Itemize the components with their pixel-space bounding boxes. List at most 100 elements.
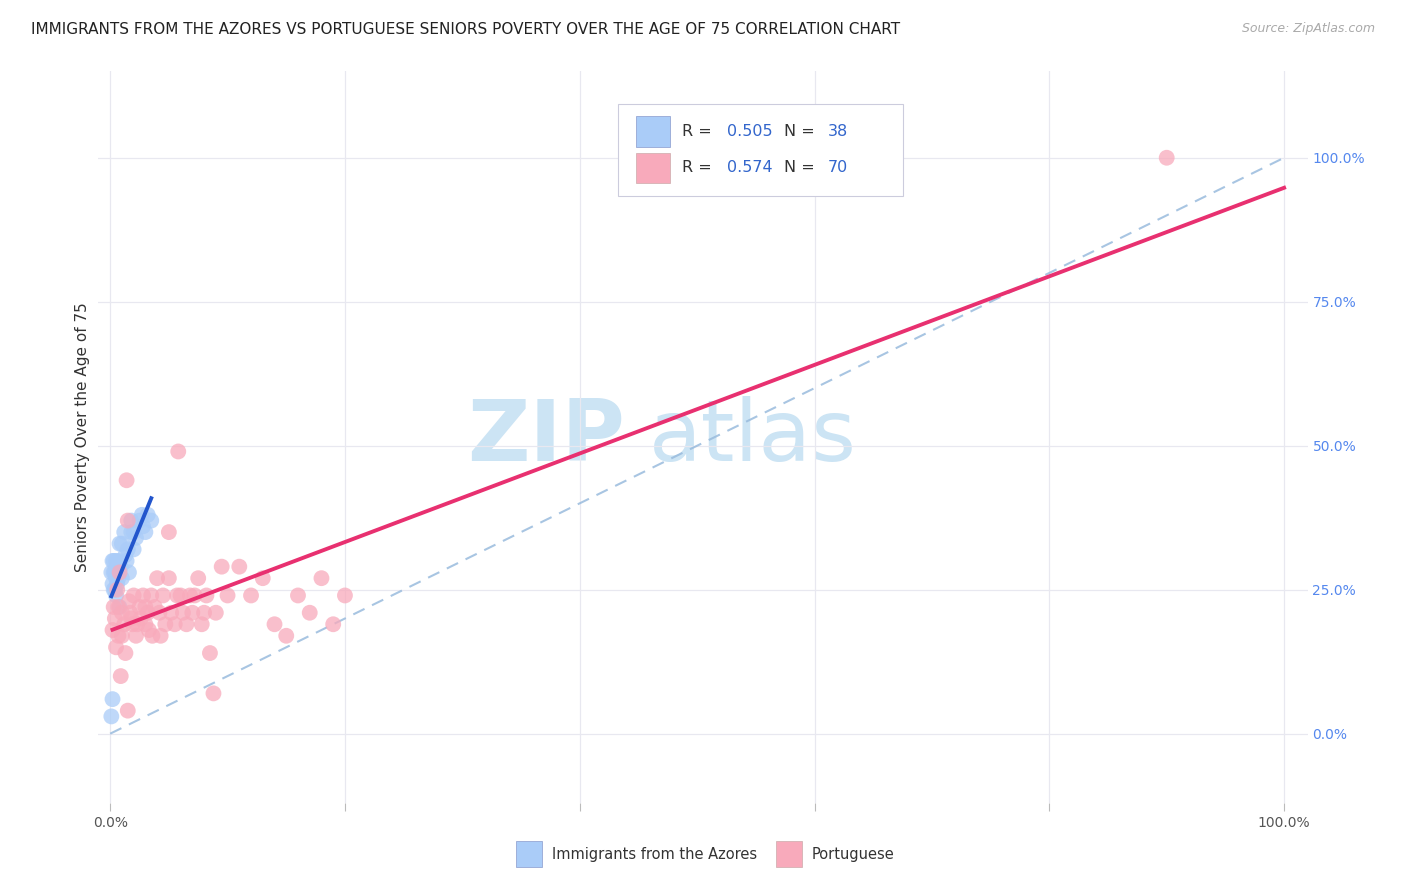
Point [114, 548, 136, 562]
Point [104, 611, 127, 625]
Point [134, 599, 156, 614]
Point [160, 606, 183, 620]
Point [105, 554, 128, 568]
Point [105, 571, 128, 585]
Point [143, 599, 166, 614]
Point [333, 589, 356, 603]
Point [111, 571, 134, 585]
Point [108, 599, 131, 614]
Point [148, 606, 170, 620]
Text: 38: 38 [828, 124, 848, 139]
Text: IMMIGRANTS FROM THE AZORES VS PORTUGUESE SENIORS POVERTY OVER THE AGE OF 75 CORR: IMMIGRANTS FROM THE AZORES VS PORTUGUESE… [31, 22, 900, 37]
Point [141, 589, 163, 603]
Point [240, 589, 263, 603]
Point [107, 599, 129, 614]
Point [131, 508, 153, 522]
Point [134, 617, 156, 632]
Point [118, 594, 141, 608]
Point [163, 617, 186, 632]
Point [276, 629, 298, 643]
Point [104, 582, 127, 597]
FancyBboxPatch shape [637, 116, 671, 146]
Point [107, 554, 129, 568]
Point [134, 525, 156, 540]
Point [103, 566, 125, 580]
Point [120, 525, 142, 540]
Point [298, 606, 321, 620]
Point [157, 571, 180, 585]
Text: 70: 70 [828, 161, 848, 176]
Text: 0.505: 0.505 [727, 124, 773, 139]
Point [100, 709, 122, 723]
Point [152, 589, 174, 603]
Point [141, 629, 163, 643]
Point [101, 554, 124, 568]
Point [111, 536, 134, 550]
Point [121, 617, 143, 632]
Point [112, 617, 135, 632]
Point [157, 525, 180, 540]
FancyBboxPatch shape [619, 104, 903, 195]
Text: 0.574: 0.574 [727, 161, 773, 176]
Point [105, 589, 128, 603]
Point [176, 617, 198, 632]
Point [322, 617, 344, 632]
Point [117, 542, 139, 557]
Point [195, 589, 218, 603]
Point [115, 473, 138, 487]
Point [132, 519, 155, 533]
Point [112, 525, 135, 540]
Point [181, 606, 204, 620]
FancyBboxPatch shape [516, 841, 543, 867]
Point [1156, 151, 1178, 165]
Point [172, 606, 194, 620]
Point [187, 571, 209, 585]
Point [120, 611, 142, 625]
Point [138, 623, 160, 637]
Point [122, 542, 145, 557]
Point [211, 559, 233, 574]
Point [193, 606, 215, 620]
Point [125, 629, 148, 643]
Point [110, 669, 132, 683]
Point [311, 571, 333, 585]
Point [120, 606, 142, 620]
Point [263, 617, 285, 632]
Point [146, 571, 169, 585]
Point [129, 611, 152, 625]
Point [117, 514, 139, 528]
Text: Portuguese: Portuguese [811, 847, 894, 862]
Point [136, 606, 159, 620]
Point [122, 589, 145, 603]
Point [287, 589, 309, 603]
Point [104, 566, 127, 580]
Point [120, 514, 142, 528]
Point [107, 571, 129, 585]
Point [105, 640, 128, 655]
Point [252, 571, 274, 585]
Text: R =: R = [682, 161, 717, 176]
Point [105, 577, 128, 591]
Point [103, 582, 125, 597]
Point [110, 559, 132, 574]
Point [179, 589, 201, 603]
Point [167, 444, 190, 458]
Point [108, 536, 131, 550]
Point [105, 559, 128, 574]
Text: atlas: atlas [648, 395, 856, 479]
Point [107, 629, 129, 643]
Point [101, 577, 124, 591]
Text: R =: R = [682, 124, 717, 139]
Point [217, 589, 239, 603]
Point [190, 617, 212, 632]
Point [115, 554, 138, 568]
Point [132, 589, 155, 603]
Point [103, 554, 125, 568]
Point [198, 646, 221, 660]
Point [100, 566, 122, 580]
Point [103, 599, 125, 614]
Point [204, 606, 226, 620]
Text: N =: N = [785, 161, 820, 176]
Point [114, 646, 136, 660]
Point [183, 589, 205, 603]
